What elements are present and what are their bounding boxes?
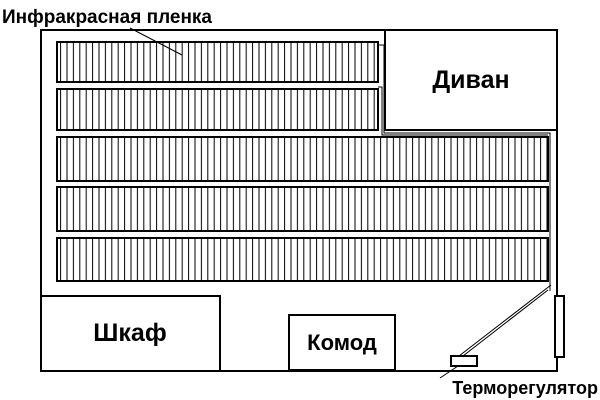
dresser-label: Комод (307, 330, 377, 355)
wires (378, 44, 552, 357)
film-leader-line (129, 27, 183, 56)
thermostat (450, 355, 478, 367)
thermostat-label: Терморегулятор (452, 378, 598, 398)
window (554, 295, 565, 358)
film-strip-2 (56, 88, 379, 131)
wardrobe-label: Шкаф (93, 319, 166, 347)
wire-diagonal-2 (462, 289, 549, 357)
wardrobe (40, 295, 221, 372)
thermostat-leader-line (439, 365, 459, 379)
dresser (288, 314, 396, 371)
film-strip-1 (56, 41, 379, 83)
sofa (384, 29, 558, 131)
film-label: Инфракрасная пленка (2, 7, 212, 28)
wire-top-inner (378, 86, 548, 136)
film-strip-3 (56, 136, 549, 182)
film-strips (56, 41, 549, 282)
film-strip-4 (56, 186, 549, 232)
film-strip-5 (56, 237, 549, 282)
wire-diagonal (458, 284, 552, 357)
sofa-label: Диван (432, 66, 509, 94)
wire-top (378, 44, 551, 291)
